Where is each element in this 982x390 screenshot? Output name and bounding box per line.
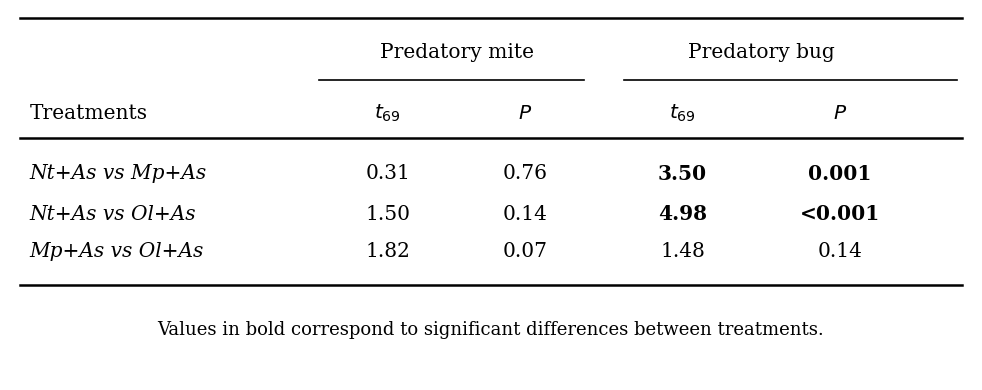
Text: Mp+As vs Ol+As: Mp+As vs Ol+As	[29, 242, 204, 261]
Text: 1.82: 1.82	[365, 242, 410, 261]
Text: 1.50: 1.50	[365, 205, 410, 224]
Text: Predatory bug: Predatory bug	[687, 43, 835, 62]
Text: 4.98: 4.98	[658, 204, 707, 225]
Text: 0.07: 0.07	[503, 242, 548, 261]
Text: 0.31: 0.31	[365, 164, 410, 183]
Text: 3.50: 3.50	[658, 163, 707, 184]
Text: 0.001: 0.001	[808, 163, 871, 184]
Text: Nt+As vs Mp+As: Nt+As vs Mp+As	[29, 164, 206, 183]
Text: 0.14: 0.14	[817, 242, 862, 261]
Text: 0.76: 0.76	[503, 164, 548, 183]
Text: Values in bold correspond to significant differences between treatments.: Values in bold correspond to significant…	[158, 321, 824, 339]
Text: 1.48: 1.48	[660, 242, 705, 261]
Text: $t_{69}$: $t_{69}$	[669, 103, 696, 124]
Text: Predatory mite: Predatory mite	[380, 43, 533, 62]
Text: Treatments: Treatments	[29, 104, 147, 122]
Text: $P$: $P$	[518, 104, 532, 122]
Text: 0.14: 0.14	[503, 205, 548, 224]
Text: $t_{69}$: $t_{69}$	[374, 103, 402, 124]
Text: Nt+As vs Ol+As: Nt+As vs Ol+As	[29, 205, 196, 224]
Text: <0.001: <0.001	[799, 204, 880, 225]
Text: $P$: $P$	[833, 104, 846, 122]
